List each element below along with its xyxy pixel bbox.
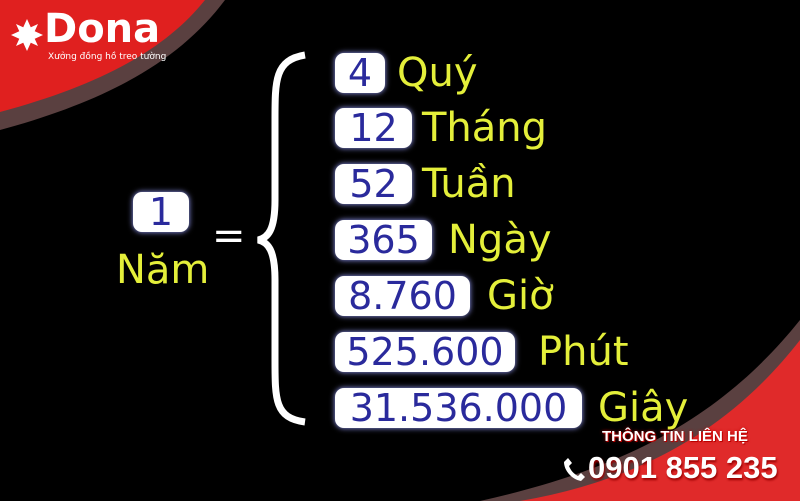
brand-tagline: Xưởng đồng hồ treo tường xyxy=(48,52,167,62)
contact-title: THÔNG TIN LIÊN HỆ xyxy=(602,428,748,445)
value-minutes: 525.600 xyxy=(335,332,515,372)
year-label: Năm xyxy=(116,247,210,293)
value-quarters: 4 xyxy=(335,53,385,93)
label-weeks: Tuần xyxy=(422,161,516,207)
label-hours: Giờ xyxy=(487,273,554,319)
value-seconds: 31.536.000 xyxy=(335,388,582,428)
phone-icon xyxy=(564,458,585,481)
flower-logo-icon xyxy=(11,19,43,51)
label-seconds: Giây xyxy=(598,385,689,431)
phone-number[interactable]: 0901 855 235 xyxy=(588,450,778,485)
label-days: Ngày xyxy=(448,217,552,263)
label-quarters: Quý xyxy=(397,50,478,96)
brand-name: Dona xyxy=(44,6,161,52)
equals-sign: = xyxy=(212,213,246,259)
label-minutes: Phút xyxy=(538,329,629,375)
label-months: Tháng xyxy=(422,105,548,151)
value-days: 365 xyxy=(335,220,432,260)
value-months: 12 xyxy=(335,108,412,148)
year-number: 1 xyxy=(133,192,189,232)
curly-brace xyxy=(257,51,306,426)
value-hours: 8.760 xyxy=(335,276,470,316)
value-weeks: 52 xyxy=(335,164,412,204)
